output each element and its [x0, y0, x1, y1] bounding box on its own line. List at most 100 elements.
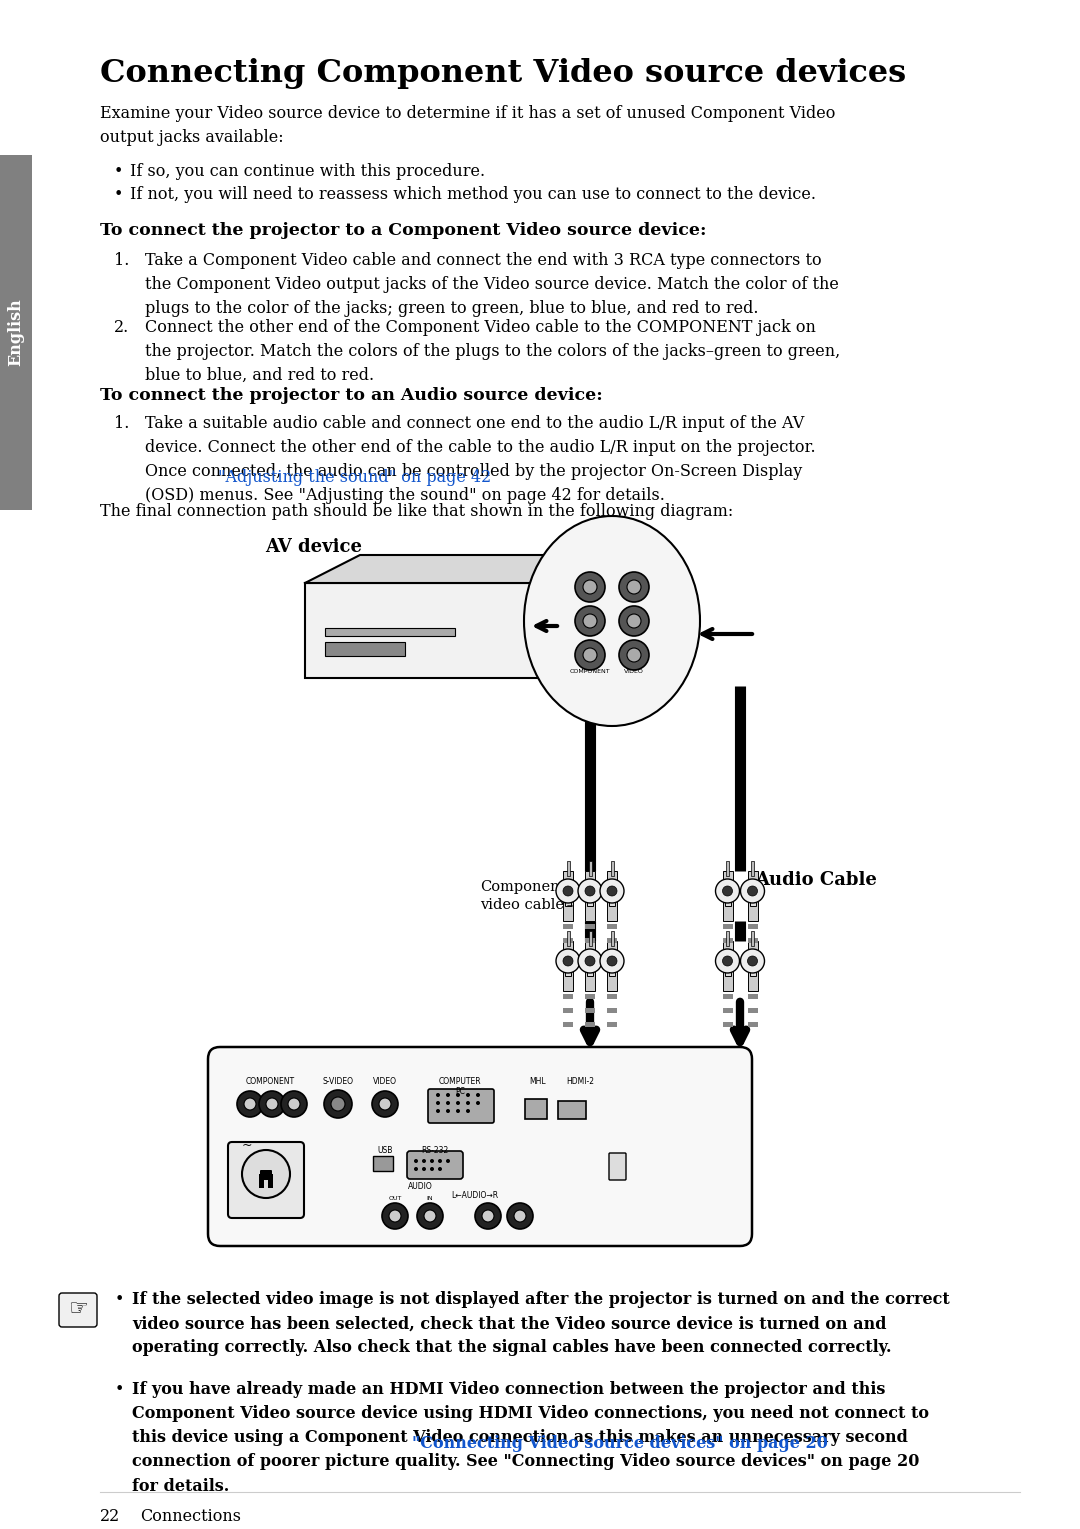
Text: AV device: AV device [265, 538, 362, 557]
Circle shape [436, 1093, 440, 1096]
Bar [723, 994, 732, 998]
Circle shape [436, 1109, 440, 1113]
Circle shape [556, 879, 580, 904]
Circle shape [476, 1101, 480, 1105]
FancyBboxPatch shape [407, 1151, 463, 1179]
FancyBboxPatch shape [609, 1153, 626, 1180]
Circle shape [627, 648, 642, 662]
Bar [585, 953, 595, 957]
Circle shape [723, 956, 732, 966]
Bar [585, 924, 595, 930]
Circle shape [715, 879, 740, 904]
Bar [563, 924, 573, 930]
Text: ~: ~ [242, 1139, 253, 1151]
Circle shape [237, 1092, 264, 1118]
Bar [723, 953, 732, 957]
Text: 2.: 2. [114, 318, 130, 335]
Circle shape [438, 1167, 442, 1171]
Circle shape [482, 1209, 494, 1222]
Circle shape [436, 1101, 440, 1105]
Text: To connect the projector to a Component Video source device:: To connect the projector to a Component … [100, 222, 706, 239]
Text: Connections: Connections [140, 1508, 241, 1524]
FancyBboxPatch shape [525, 1099, 546, 1119]
Circle shape [563, 885, 573, 896]
Bar [589, 931, 592, 946]
FancyBboxPatch shape [260, 1170, 272, 1180]
Circle shape [446, 1109, 450, 1113]
Circle shape [514, 1209, 526, 1222]
Circle shape [578, 950, 602, 972]
Bar [609, 962, 615, 976]
Text: To connect the projector to an Audio source device:: To connect the projector to an Audio sou… [100, 387, 603, 404]
Circle shape [259, 1092, 285, 1118]
Bar [607, 1008, 617, 1014]
Bar [563, 994, 573, 998]
Text: S-VIDEO: S-VIDEO [323, 1076, 353, 1086]
Text: "Adjusting the sound" on page 42: "Adjusting the sound" on page 42 [218, 469, 491, 486]
FancyBboxPatch shape [228, 1142, 303, 1219]
Circle shape [476, 1093, 480, 1096]
Text: •: • [114, 1290, 124, 1307]
Circle shape [438, 1159, 442, 1164]
Circle shape [741, 879, 765, 904]
Circle shape [627, 615, 642, 628]
Circle shape [627, 579, 642, 593]
Circle shape [585, 956, 595, 966]
Text: AUDIO: AUDIO [407, 1182, 432, 1191]
Text: Take a Component Video cable and connect the end with 3 RCA type connectors to
t: Take a Component Video cable and connect… [145, 252, 839, 318]
Bar [259, 1174, 264, 1188]
Circle shape [583, 648, 597, 662]
Bar [750, 962, 756, 976]
Circle shape [619, 641, 649, 670]
Circle shape [414, 1167, 418, 1171]
Bar [726, 861, 729, 876]
Text: •: • [114, 164, 123, 180]
FancyBboxPatch shape [305, 583, 565, 677]
Circle shape [575, 572, 605, 602]
Text: Component
video cable: Component video cable [480, 879, 566, 913]
Bar [747, 1021, 757, 1027]
Circle shape [747, 956, 757, 966]
Circle shape [556, 950, 580, 972]
Bar [723, 1008, 732, 1014]
Bar [607, 940, 617, 991]
Circle shape [583, 579, 597, 593]
Bar [607, 953, 617, 957]
Circle shape [417, 1203, 443, 1229]
Bar [589, 861, 592, 876]
Circle shape [382, 1203, 408, 1229]
FancyBboxPatch shape [208, 1047, 752, 1246]
Circle shape [600, 950, 624, 972]
Bar [585, 1021, 595, 1027]
FancyBboxPatch shape [325, 628, 455, 636]
Text: Examine your Video source device to determine if it has a set of unused Componen: Examine your Video source device to dete… [100, 106, 835, 147]
Text: If the selected video image is not displayed after the projector is turned on an: If the selected video image is not displ… [132, 1290, 949, 1356]
Bar [588, 962, 593, 976]
Bar [585, 937, 595, 943]
Text: If so, you can continue with this procedure.: If so, you can continue with this proced… [130, 164, 485, 180]
Text: COMPONENT: COMPONENT [245, 1076, 295, 1086]
Text: Take a suitable audio cable and connect one end to the audio L/R input of the AV: Take a suitable audio cable and connect … [145, 414, 815, 505]
Circle shape [446, 1101, 450, 1105]
Text: •: • [114, 187, 123, 203]
Circle shape [446, 1159, 450, 1164]
Circle shape [324, 1090, 352, 1118]
Circle shape [430, 1167, 434, 1171]
Text: RS-232: RS-232 [421, 1147, 448, 1154]
Polygon shape [565, 555, 620, 677]
Text: •: • [114, 1381, 124, 1398]
Bar [268, 1174, 273, 1188]
Bar [563, 937, 573, 943]
Circle shape [741, 950, 765, 972]
Circle shape [281, 1092, 307, 1118]
Text: USB: USB [377, 1147, 393, 1154]
Bar [723, 937, 732, 943]
Text: The final connection path should be like that shown in the following diagram:: The final connection path should be like… [100, 503, 733, 520]
Circle shape [372, 1092, 399, 1118]
Bar [750, 891, 756, 907]
Bar [565, 962, 571, 976]
Circle shape [619, 572, 649, 602]
Circle shape [465, 1101, 470, 1105]
Text: COMPUTER
PC: COMPUTER PC [438, 1076, 482, 1096]
Circle shape [414, 1159, 418, 1164]
